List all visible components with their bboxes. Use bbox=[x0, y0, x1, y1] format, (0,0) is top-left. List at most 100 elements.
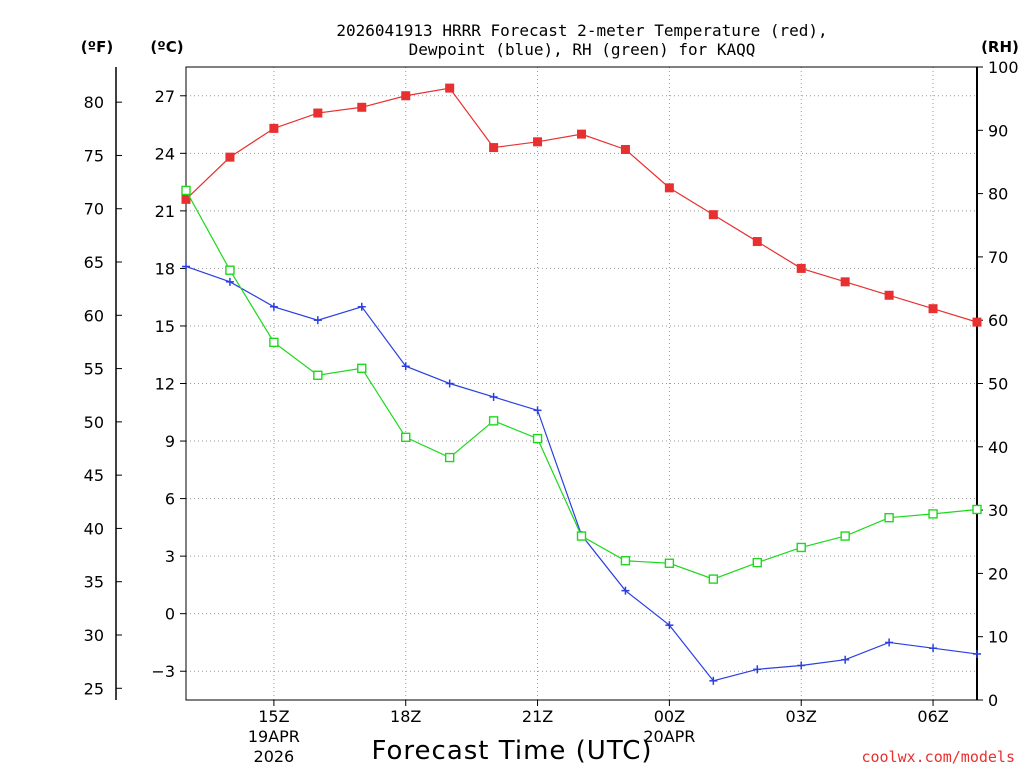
x-axis-label: Forecast Time (UTC) bbox=[371, 736, 652, 766]
dewpoint-data-point bbox=[621, 586, 630, 595]
temperature-data-point bbox=[972, 317, 982, 327]
rh-tick-label: 0 bbox=[988, 691, 998, 710]
temperature-data-point bbox=[664, 183, 674, 193]
celsius-tick-label: −3 bbox=[151, 662, 175, 681]
rh-tick-label: 10 bbox=[988, 628, 1008, 647]
fahrenheit-tick-label: 75 bbox=[84, 146, 104, 165]
rh-data-point bbox=[181, 185, 191, 196]
fahrenheit-tick-label: 50 bbox=[84, 413, 104, 432]
rh-data-point bbox=[840, 531, 850, 541]
x-tick-date-label: 19APR bbox=[248, 727, 300, 746]
rh-tick-label: 100 bbox=[988, 58, 1019, 77]
rh-data-point bbox=[532, 433, 543, 444]
temperature-data-point bbox=[928, 304, 938, 314]
temperature-data-point bbox=[840, 277, 850, 287]
celsius-tick-label: 24 bbox=[155, 144, 175, 163]
fahrenheit-tick-label: 45 bbox=[84, 466, 104, 485]
rh-data-point bbox=[664, 558, 675, 568]
dewpoint-data-point bbox=[665, 621, 674, 630]
dewpoint-data-point bbox=[753, 665, 762, 674]
fahrenheit-tick-label: 80 bbox=[84, 93, 104, 112]
celsius-tick-label: 21 bbox=[155, 202, 175, 221]
temperature-data-point bbox=[796, 263, 806, 273]
celsius-tick-label: 15 bbox=[155, 317, 175, 336]
x-tick-date-label: 20APR bbox=[643, 727, 695, 746]
rh-data-point bbox=[972, 504, 982, 515]
dewpoint-data-point bbox=[973, 649, 981, 658]
celsius-tick-label: 9 bbox=[165, 432, 175, 451]
fahrenheit-tick-label: 60 bbox=[84, 306, 104, 325]
temperature-data-point bbox=[269, 123, 279, 133]
rh-tick-label: 70 bbox=[988, 248, 1008, 267]
x-tick-label: 06Z bbox=[917, 707, 948, 726]
dewpoint-data-point bbox=[533, 406, 542, 415]
dewpoint-series-line bbox=[185, 265, 978, 682]
rh-axis-unit: (RH) bbox=[981, 38, 1019, 56]
dewpoint-data-point bbox=[929, 644, 938, 653]
rh-data-point bbox=[488, 416, 499, 426]
rh-tick-label: 50 bbox=[988, 375, 1008, 394]
rh-data-point bbox=[928, 509, 938, 519]
temperature-data-point bbox=[577, 129, 586, 139]
celsius-axis-unit: (ºC) bbox=[150, 38, 183, 56]
x-tick-label: 03Z bbox=[786, 707, 817, 726]
chart-title-line-2: Dewpoint (blue), RH (green) for KAQQ bbox=[409, 40, 756, 59]
dewpoint-data-point bbox=[797, 661, 806, 670]
dewpoint-data-point bbox=[313, 316, 322, 325]
celsius-tick-label: 18 bbox=[155, 259, 175, 278]
rh-data-point bbox=[796, 542, 806, 553]
dewpoint-data-point bbox=[841, 655, 850, 664]
rh-tick-label: 20 bbox=[988, 564, 1008, 583]
temperature-data-point bbox=[181, 194, 191, 204]
dewpoint-data-point bbox=[445, 379, 454, 388]
rh-data-point bbox=[225, 265, 235, 275]
rh-data-point bbox=[576, 531, 587, 541]
rh-tick-label: 90 bbox=[988, 121, 1008, 140]
fahrenheit-tick-label: 70 bbox=[84, 200, 104, 219]
dewpoint-data-point bbox=[182, 262, 190, 271]
rh-data-point bbox=[401, 432, 411, 443]
rh-data-point bbox=[620, 556, 631, 566]
temperature-data-point bbox=[620, 144, 630, 154]
dewpoint-data-point bbox=[357, 302, 366, 311]
rh-tick-label: 40 bbox=[988, 438, 1008, 457]
data-series bbox=[181, 83, 982, 685]
x-tick-label: 00Z bbox=[654, 707, 685, 726]
x-tick-label: 15Z bbox=[258, 707, 289, 726]
fahrenheit-tick-label: 55 bbox=[84, 360, 104, 379]
fahrenheit-tick-label: 65 bbox=[84, 253, 104, 272]
rh-tick-label: 60 bbox=[988, 311, 1008, 330]
temperature-data-point bbox=[752, 237, 762, 247]
temperature-data-point bbox=[401, 91, 411, 101]
rh-data-point bbox=[313, 370, 323, 380]
temperature-data-point bbox=[225, 152, 235, 162]
rh-tick-label: 30 bbox=[988, 501, 1008, 520]
celsius-tick-label: 6 bbox=[165, 490, 175, 509]
rh-tick-label: 80 bbox=[988, 185, 1008, 204]
axes bbox=[115, 66, 983, 706]
chart-title-line-1: 2026041913 HRRR Forecast 2-meter Tempera… bbox=[336, 21, 827, 40]
celsius-tick-label: 27 bbox=[155, 87, 175, 106]
rh-data-point bbox=[884, 512, 894, 523]
dewpoint-data-point bbox=[225, 277, 234, 286]
celsius-tick-label: 12 bbox=[155, 375, 175, 394]
tick-labels: −3 0 3 6 9 12 15 18 21 24 27 25 30 35 40 45 50 55 60 65 70 75… bbox=[84, 58, 1019, 766]
rh-data-point bbox=[444, 452, 455, 463]
x-tick-year-label: 2026 bbox=[254, 747, 295, 766]
rh-data-point bbox=[752, 557, 762, 568]
rh-data-point bbox=[708, 574, 719, 584]
fahrenheit-axis-unit: (ºF) bbox=[81, 38, 113, 56]
rh-data-point bbox=[269, 337, 279, 348]
temperature-series-line bbox=[185, 87, 978, 323]
x-tick-label: 18Z bbox=[390, 707, 421, 726]
temperature-data-point bbox=[708, 210, 718, 220]
rh-data-point bbox=[357, 363, 367, 374]
x-tick-label: 21Z bbox=[522, 707, 553, 726]
dewpoint-data-point bbox=[885, 638, 894, 647]
credit-label: coolwx.com/models bbox=[861, 748, 1015, 766]
rh-series-line bbox=[185, 190, 978, 580]
fahrenheit-tick-label: 30 bbox=[84, 626, 104, 645]
fahrenheit-tick-label: 25 bbox=[84, 679, 104, 698]
temperature-data-point bbox=[357, 102, 367, 112]
